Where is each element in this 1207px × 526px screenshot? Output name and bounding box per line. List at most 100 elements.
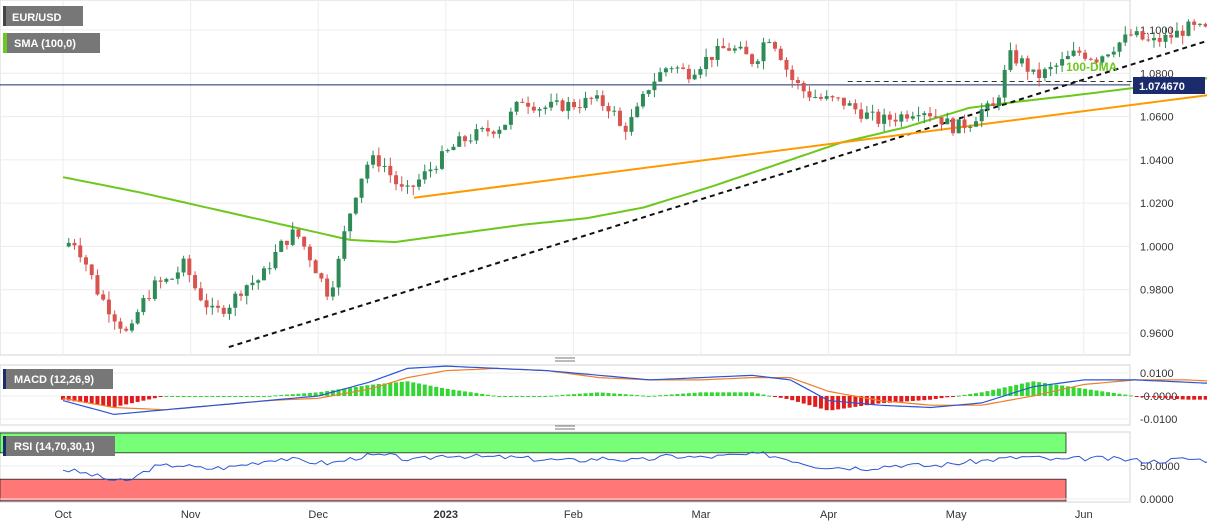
candle-down — [394, 175, 399, 185]
macd-bar-positive — [503, 396, 508, 397]
candle-up — [445, 150, 450, 152]
candle-up — [181, 258, 186, 273]
macd-bar-positive — [629, 394, 634, 396]
macd-bar-positive — [428, 385, 433, 396]
macd-bar-positive — [170, 396, 175, 397]
macd-bar-positive — [1100, 391, 1105, 396]
candle-down — [124, 328, 129, 331]
macd-bar-negative — [95, 396, 100, 405]
macd-bar-negative — [813, 396, 818, 407]
candle-down — [801, 82, 806, 92]
candle-up — [1117, 42, 1122, 52]
candle-up — [973, 121, 978, 127]
macd-bar-positive — [606, 393, 611, 396]
macd-bar-negative — [928, 396, 933, 400]
macd-bar-positive — [485, 394, 490, 396]
candle-up — [468, 140, 473, 142]
price-tick-label: 1.0400 — [1140, 155, 1174, 167]
macd-bar-positive — [554, 395, 559, 397]
macd-bar-positive — [761, 394, 766, 396]
macd-bar-negative — [887, 396, 892, 403]
macd-bar-positive — [319, 391, 324, 396]
macd-bar-negative — [129, 396, 134, 404]
candle-up — [864, 112, 869, 119]
macd-bar-positive — [704, 392, 709, 396]
candle-up — [227, 307, 232, 314]
legend-sma[interactable]: SMA (100,0) — [3, 33, 100, 53]
macd-bar-positive — [531, 396, 536, 397]
macd-bar-negative — [158, 396, 163, 397]
price-tick-label: 1.1000 — [1140, 25, 1174, 37]
macd-bar-negative — [939, 396, 944, 399]
legend-rsi[interactable]: RSI (14,70,30,1) — [3, 436, 115, 456]
candle-up — [1054, 65, 1059, 67]
candle-up — [250, 282, 255, 286]
candle-up — [646, 90, 651, 94]
candle-up — [1163, 34, 1168, 42]
macd-bar-positive — [595, 392, 600, 396]
macd-bar-negative — [66, 396, 71, 401]
macd-bar-positive — [663, 394, 668, 396]
macd-bar-positive — [600, 392, 605, 396]
macd-bar-negative — [916, 396, 921, 401]
candle-down — [795, 80, 800, 83]
legend-macd[interactable]: MACD (12,26,9) — [3, 369, 113, 389]
macd-bar-positive — [612, 393, 617, 396]
candle-up — [612, 110, 617, 112]
macd-bar-positive — [968, 393, 973, 396]
macd-bar-positive — [577, 393, 582, 396]
candle-down — [1192, 21, 1197, 25]
macd-bar-positive — [480, 393, 485, 396]
candle-up — [767, 42, 772, 44]
macd-bar-negative — [78, 396, 83, 403]
macd-bar-positive — [250, 396, 255, 397]
candle-up — [968, 126, 973, 128]
macd-bar-positive — [1025, 382, 1030, 396]
resize-handle-macd[interactable] — [555, 357, 575, 362]
macd-line — [62, 365, 1207, 416]
candle-down — [307, 246, 312, 261]
candle-down — [198, 288, 203, 301]
macd-bar-positive — [1037, 382, 1042, 396]
candle-up — [543, 107, 548, 110]
sma-100-path — [62, 77, 1207, 244]
candle-up — [66, 242, 71, 247]
resize-handle-rsi[interactable] — [555, 425, 575, 430]
candle-down — [284, 240, 289, 245]
macd-bar-negative — [1134, 396, 1139, 397]
candle-up — [457, 136, 462, 147]
macd-bar-positive — [267, 395, 272, 397]
candle-down — [1077, 50, 1082, 53]
candle-up — [348, 213, 353, 232]
macd-bar-negative — [824, 396, 829, 411]
legend-eurusd[interactable]: EUR/USD — [3, 6, 83, 26]
macd-bar-positive — [623, 394, 628, 396]
candle-up — [692, 74, 697, 80]
macd-bar-positive — [1083, 388, 1088, 396]
candle-up — [658, 72, 663, 82]
price-tick-label: 1.0600 — [1140, 112, 1174, 124]
candle-up — [640, 93, 645, 107]
candle-up — [996, 97, 1001, 106]
rsi-tick-label: 0.0000 — [1140, 494, 1174, 506]
macd-bar-positive — [307, 392, 312, 396]
candle-down — [951, 118, 956, 134]
candle-up — [405, 185, 410, 187]
macd-bar-negative — [807, 396, 812, 406]
candle-up — [738, 46, 743, 49]
macd-bar-negative — [922, 396, 927, 401]
candle-up — [675, 67, 680, 69]
candle-down — [853, 103, 858, 110]
candle-up — [1060, 59, 1065, 66]
macd-bar-negative — [945, 396, 950, 398]
macd-bar-negative — [853, 396, 858, 407]
candle-down — [876, 111, 881, 124]
candle-up — [342, 231, 347, 259]
macd-bar-negative — [89, 396, 94, 404]
macd-bar-positive — [732, 392, 737, 396]
candle-up — [1100, 56, 1105, 63]
candle-down — [1180, 30, 1185, 36]
candle-up — [1065, 55, 1070, 60]
macd-bar-positive — [296, 393, 301, 396]
candle-up — [497, 129, 502, 134]
